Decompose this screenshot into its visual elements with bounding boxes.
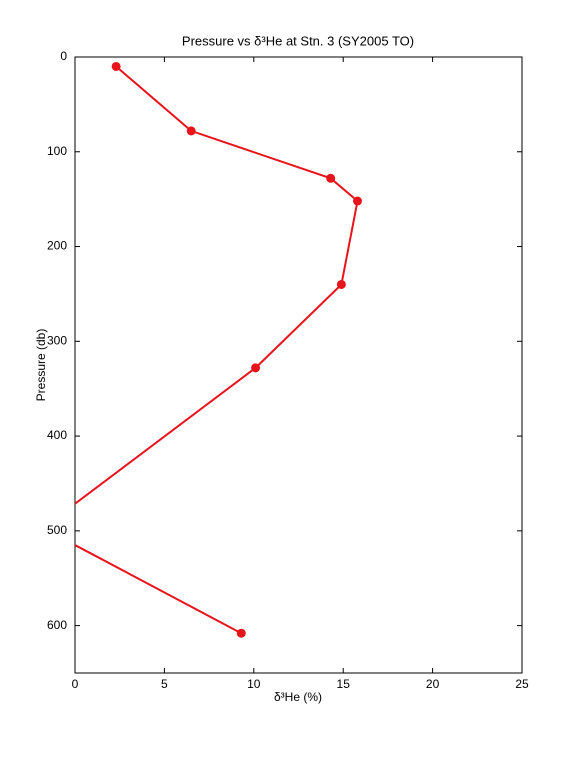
chart-title: Pressure vs δ³He at Stn. 3 (SY2005 TO) [182, 33, 414, 48]
x-tick-label: 5 [161, 677, 168, 691]
plot-box [74, 56, 523, 674]
data-line [75, 65, 359, 635]
y-tick-label: 500 [47, 523, 67, 537]
x-tick-label: 20 [426, 677, 440, 691]
x-axis-label: δ³He (%) [274, 690, 322, 704]
data-point [353, 196, 363, 206]
data-point [186, 126, 196, 136]
y-tick-label: 200 [47, 239, 67, 253]
data-point [336, 279, 346, 289]
y-tick-label: 600 [47, 618, 67, 632]
x-tick-label: 0 [72, 677, 79, 691]
data-point [251, 363, 261, 373]
x-tick-label: 10 [247, 677, 261, 691]
data-point [111, 61, 121, 71]
x-tick-label: 15 [337, 677, 351, 691]
y-tick-label: 400 [47, 428, 67, 442]
y-tick-label: 0 [60, 49, 67, 63]
data-point [236, 628, 246, 638]
y-tick-label: 100 [47, 144, 67, 158]
data-point [326, 173, 336, 183]
plot-area [75, 61, 363, 638]
y-tick-label: 300 [47, 333, 67, 347]
y-axis-label: Pressure (db) [34, 329, 48, 402]
x-tick-label: 25 [515, 677, 529, 691]
